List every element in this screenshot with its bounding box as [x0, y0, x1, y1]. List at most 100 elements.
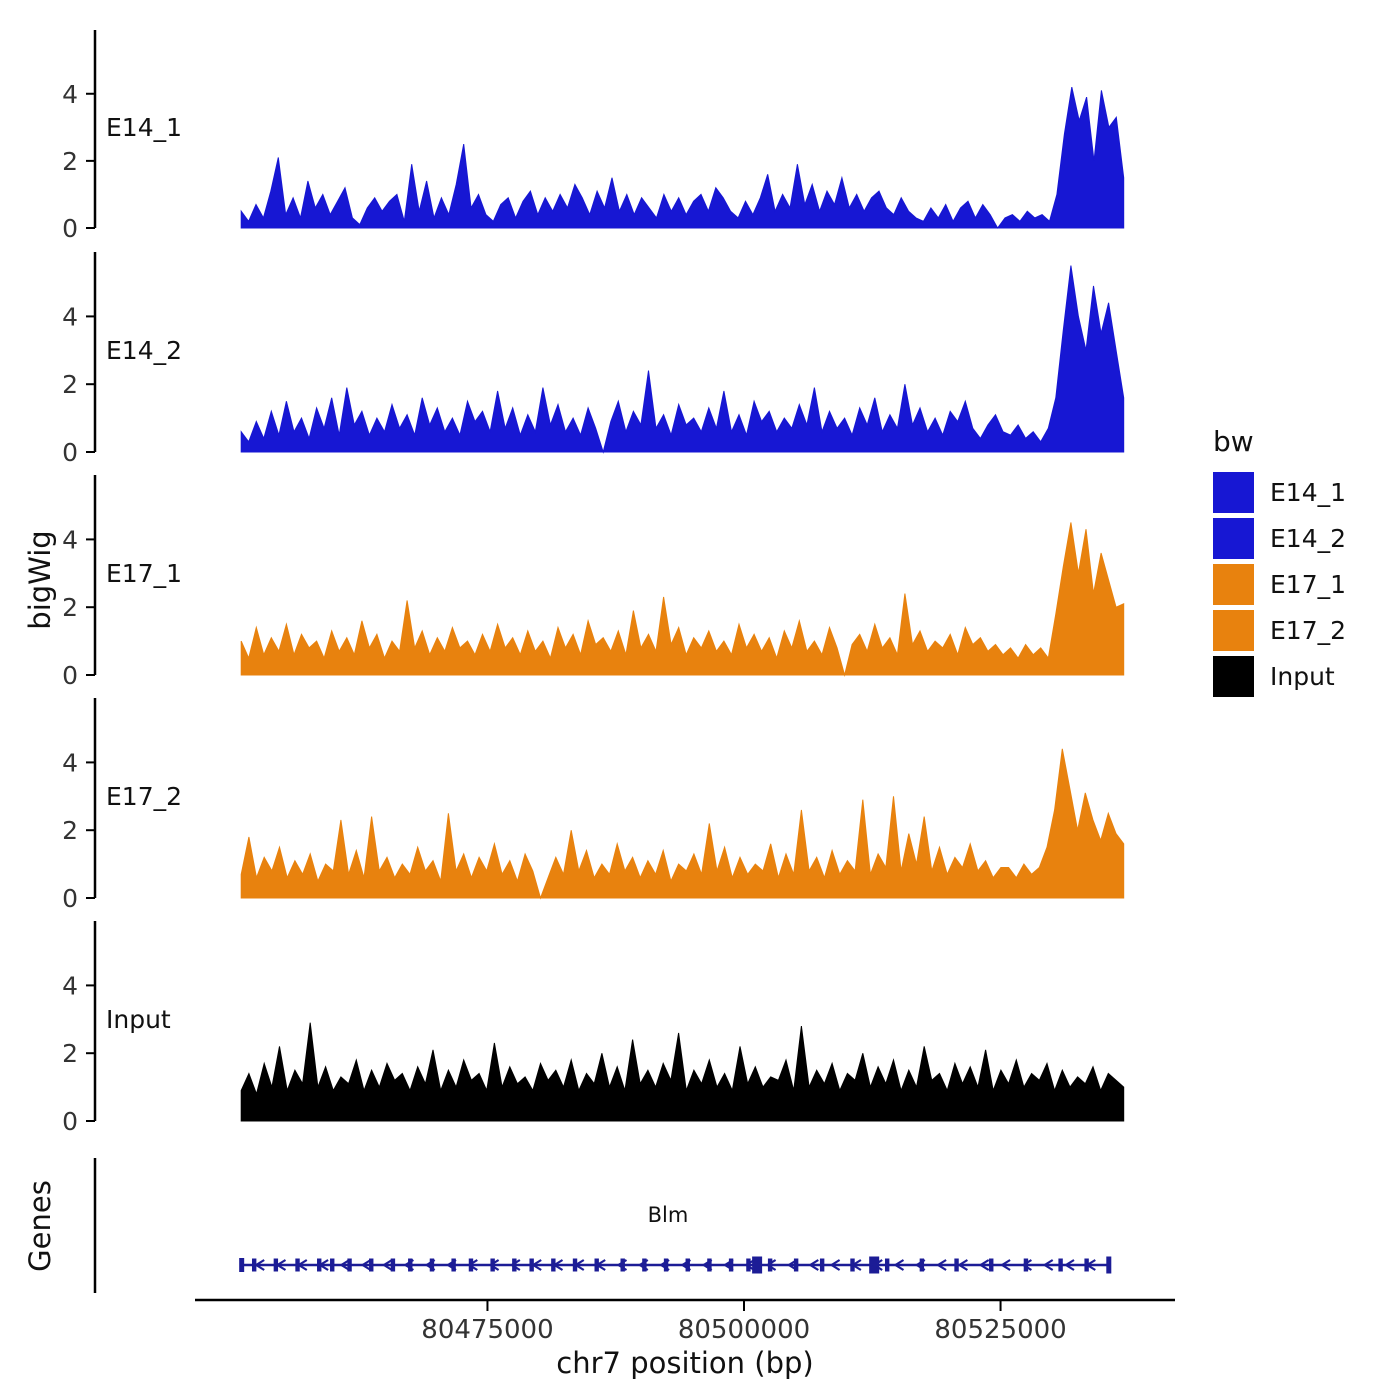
gene-exon — [620, 1258, 625, 1272]
gene-strand-arrow — [467, 1259, 478, 1271]
gene-strand-arrow — [978, 1259, 990, 1271]
signal-area-E14_1 — [240, 86, 1125, 229]
y-tick-label: 2 — [62, 147, 78, 176]
gene-exon — [369, 1258, 374, 1272]
y-tick-label: 4 — [62, 302, 78, 331]
gene-exon — [767, 1258, 773, 1272]
signal-area-E17_1 — [240, 522, 1125, 677]
y-tick-label: 0 — [62, 214, 78, 243]
gene-strand-arrow — [1085, 1259, 1096, 1271]
y-tick-label: 0 — [62, 1107, 78, 1136]
gene-strand-arrow — [552, 1259, 564, 1271]
y-tick-label: 0 — [62, 884, 78, 913]
gene-start-cap — [239, 1258, 245, 1272]
legend-item-label: E14_1 — [1270, 478, 1347, 507]
gene-strand-arrow — [275, 1259, 287, 1271]
signal-area-E14_2 — [240, 265, 1125, 454]
gene-strand-arrow — [509, 1259, 521, 1271]
gene-exon — [919, 1258, 925, 1272]
gene-exon — [1023, 1258, 1029, 1272]
gene-strand-arrow — [1063, 1259, 1075, 1271]
gene-strand-arrow — [360, 1259, 372, 1271]
legend-item: E17_2 — [1213, 610, 1346, 651]
gene-strand-arrow — [254, 1259, 265, 1271]
legend-swatch — [1213, 564, 1254, 605]
gene-strand-arrow — [381, 1259, 393, 1271]
legend-item-label: E17_1 — [1270, 570, 1347, 599]
gene-exon — [663, 1258, 669, 1272]
gene-exon — [1058, 1258, 1063, 1272]
track-label-e17-1: E17_1 — [106, 559, 183, 588]
legend-item: E14_2 — [1213, 518, 1346, 559]
y-tick-label: 4 — [62, 525, 78, 554]
gene-exon — [707, 1258, 712, 1272]
legend-item-label: E17_2 — [1270, 616, 1347, 645]
legend-swatch — [1213, 656, 1254, 697]
legend-item-label: E14_2 — [1270, 524, 1347, 553]
legend-title: bw — [1213, 425, 1254, 458]
legend-swatch — [1213, 472, 1254, 513]
signal-area-E17_2 — [240, 748, 1125, 900]
legend-item: E14_1 — [1213, 472, 1346, 513]
gene-strand-arrow — [403, 1259, 414, 1271]
y-tick-label: 0 — [62, 661, 78, 690]
gene-strand-arrow — [765, 1259, 777, 1271]
y-tick-label: 2 — [62, 816, 78, 845]
gene-exon — [330, 1258, 335, 1272]
gene-strand-arrow — [1021, 1259, 1032, 1271]
track-label-e14-1: E14_1 — [106, 113, 183, 142]
y-tick-label: 0 — [62, 438, 78, 467]
gene-strand-arrow — [893, 1259, 905, 1271]
gene-exon — [819, 1258, 825, 1272]
gene-strand-arrow — [595, 1259, 606, 1271]
signal-area-Input — [240, 1022, 1125, 1122]
gene-strand-arrow — [680, 1259, 691, 1271]
gene-strand-arrow — [616, 1259, 628, 1271]
y-tick-label: 2 — [62, 370, 78, 399]
gene-strand-arrow — [1042, 1259, 1054, 1271]
gene-exon-large — [752, 1256, 763, 1274]
gene-exon — [728, 1258, 734, 1272]
gene-name-label: Blm — [647, 1203, 689, 1227]
y-tick-label: 2 — [62, 1039, 78, 1068]
x-tick-label: 80500000 — [678, 1315, 810, 1345]
gene-strand-arrow — [786, 1259, 798, 1271]
gene-strand-arrow — [957, 1259, 968, 1271]
y-tick-label: 2 — [62, 593, 78, 622]
gene-exon — [347, 1258, 352, 1272]
gene-strand-arrow — [701, 1259, 713, 1271]
x-tick-label: 80525000 — [934, 1315, 1066, 1345]
legend: bw E14_1 E14_2 E17_1 E17_2 Input — [1213, 425, 1346, 702]
gene-exon — [746, 1258, 751, 1272]
legend-item: Input — [1213, 656, 1346, 697]
gene-exon — [954, 1258, 959, 1272]
gene-exon — [429, 1258, 435, 1272]
gene-exon — [512, 1258, 517, 1272]
gene-strand-arrow — [424, 1259, 436, 1271]
legend-item: E17_1 — [1213, 564, 1346, 605]
gene-exon — [408, 1258, 413, 1272]
legend-swatch — [1213, 610, 1254, 651]
gene-strand-arrow — [296, 1259, 308, 1271]
gene-strand-arrow — [659, 1259, 670, 1271]
gene-strand-arrow — [637, 1259, 649, 1271]
gene-strand-arrow — [1000, 1259, 1011, 1271]
x-tick-label: 80475000 — [421, 1315, 553, 1345]
gene-strand-arrow — [318, 1259, 329, 1271]
gene-end-cap — [1106, 1256, 1112, 1274]
gene-exon — [989, 1258, 994, 1272]
track-label-input: Input — [106, 1005, 171, 1034]
legend-item-label: Input — [1270, 662, 1335, 691]
gene-strand-arrow — [339, 1259, 350, 1271]
gene-strand-arrow — [872, 1259, 883, 1271]
gene-strand-arrow — [722, 1259, 734, 1271]
track-label-e17-2: E17_2 — [106, 782, 183, 811]
gene-strand-arrow — [573, 1259, 585, 1271]
y-tick-label: 4 — [62, 80, 78, 109]
gene-strand-arrow — [829, 1259, 841, 1271]
gene-strand-arrow — [850, 1259, 862, 1271]
gene-strand-arrow — [445, 1259, 457, 1271]
gene-strand-arrow — [744, 1259, 755, 1271]
